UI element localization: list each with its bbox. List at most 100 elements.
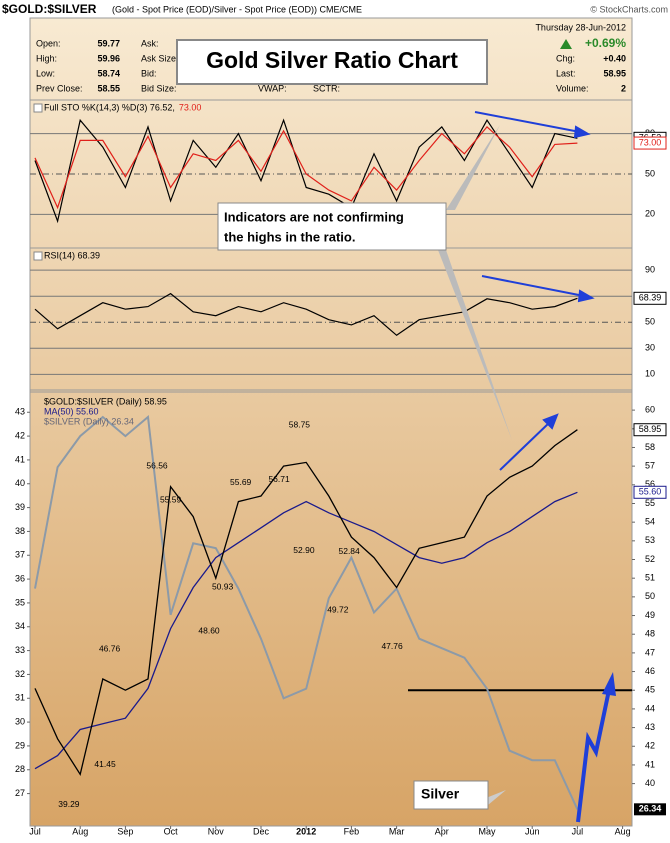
quote-label: Ask: [141, 38, 159, 48]
y-tick-label: 50 [645, 317, 655, 327]
y2-tick-label: 41 [645, 759, 655, 769]
y-tick-label: 34 [15, 621, 25, 631]
last-value-box [633, 291, 667, 305]
y-tick-label: 20 [645, 209, 655, 219]
series-line [34, 429, 578, 776]
series-line [34, 491, 578, 770]
series-line [34, 415, 579, 810]
callout-pointer [446, 125, 500, 210]
callout-text: Indicators are not confirming [224, 209, 404, 224]
last-value-label: 68.39 [639, 293, 662, 303]
y-tick-label: 42 [15, 430, 25, 440]
x-tick-label: Apr [435, 826, 449, 836]
legend-entry: Full STO %K(14,3) %D(3) 76.52, [44, 102, 175, 112]
y2-tick-label: 49 [645, 610, 655, 620]
y2-tick-label: 56 [645, 479, 655, 489]
arrow-head [602, 672, 616, 696]
y2-tick-label: 58 [645, 442, 655, 452]
x-tick-label: May [478, 826, 496, 836]
legend-entry: $SILVER (Daily) 26.34 [44, 416, 134, 426]
silver-label-box [413, 780, 489, 810]
y-tick-label: 32 [15, 669, 25, 679]
title-box [176, 39, 488, 85]
quote-label: Prev Close: [36, 83, 83, 93]
callout-box [217, 202, 447, 251]
last-value-box [634, 803, 666, 816]
quote-value: 58.95 [603, 68, 626, 78]
price-annotation: 56.56 [146, 461, 168, 471]
y2-tick-label: 53 [645, 535, 655, 545]
silver-label: Silver [421, 786, 460, 802]
panels: 205080Full STO %K(14,3) %D(3) 76.52,76.5… [15, 99, 667, 836]
legend-swatch [33, 103, 43, 113]
price-annotation: 47.76 [381, 641, 403, 651]
arrow-head [577, 289, 595, 303]
arrow [474, 111, 581, 133]
price-annotation: 58.75 [289, 420, 311, 430]
y-tick-label: 27 [15, 788, 25, 798]
x-tick-label: Nov [208, 826, 225, 836]
x-tick-label: Oct [164, 826, 179, 836]
price-annotation: 55.59 [160, 495, 182, 505]
x-tick-label: Jun [525, 826, 540, 836]
legend-entry: $GOLD:$SILVER (Daily) 58.95 [44, 396, 167, 406]
price-annotation: 52.84 [338, 546, 360, 556]
price-annotation: 41.45 [94, 759, 116, 769]
price-annotation: 46.76 [99, 644, 121, 654]
quote-label: Chg: [556, 53, 575, 63]
last-value-label: 58.95 [639, 424, 662, 434]
last-value-label: 55.60 [639, 487, 662, 497]
quote-value: 59.96 [97, 53, 120, 63]
quote-label: Last: [556, 68, 576, 78]
y-tick-label: 38 [15, 526, 25, 536]
x-tick-label: Dec [253, 826, 270, 836]
chart-title: Gold Silver Ratio Chart [206, 47, 458, 73]
last-value-box [633, 136, 667, 150]
price-annotation: 49.72 [327, 604, 349, 614]
last-value-label: 73.00 [639, 137, 662, 147]
y2-tick-label: 50 [645, 591, 655, 601]
arrow [481, 275, 585, 297]
y-tick-label: 36 [15, 573, 25, 583]
y-tick-label: 39 [15, 502, 25, 512]
quote-label: High: [36, 53, 57, 63]
y-tick-label: 30 [645, 343, 655, 353]
x-tick-label: 2012 [296, 826, 316, 836]
y2-tick-label: 40 [645, 778, 655, 788]
y-tick-label: 37 [15, 550, 25, 560]
last-value-label: 26.34 [639, 804, 662, 814]
y-tick-label: 43 [15, 407, 25, 417]
y-tick-label: 35 [15, 597, 25, 607]
y-tick-label: 30 [15, 716, 25, 726]
quote-date: Thursday 28-Jun-2012 [535, 22, 626, 32]
y2-tick-label: 47 [645, 647, 655, 657]
y-tick-label: 33 [15, 645, 25, 655]
plot-background [29, 17, 633, 827]
quote-value: 59.77 [97, 38, 120, 48]
up-icon [560, 39, 572, 49]
arrow [576, 689, 611, 823]
legend-entry: RSI(14) 68.39 [44, 250, 100, 260]
x-tick-label: Jul [572, 826, 584, 836]
last-value-box [633, 485, 667, 499]
y2-tick-label: 54 [645, 517, 655, 527]
price-annotation: 52.90 [293, 545, 315, 555]
quote-change-pct: +0.69% [585, 36, 626, 50]
quote-label: VWAP: [258, 83, 287, 93]
quote-value: +0.40 [603, 53, 626, 63]
quote-box: Open: 59.77 High: 59.96 Low: 58.74 Prev Close:… [36, 22, 626, 93]
x-tick-label: Sep [117, 826, 133, 836]
panel-frame [29, 391, 633, 827]
arrow [499, 421, 551, 471]
y-tick-label: 41 [15, 454, 25, 464]
y-tick-label: 10 [645, 369, 655, 379]
y2-tick-label: 55 [645, 498, 655, 508]
x-tick-label: Jul [29, 826, 41, 836]
series-line [34, 118, 578, 224]
price-annotation: 50.93 [212, 582, 234, 592]
quote-value: 58.74 [97, 68, 120, 78]
series-line [34, 126, 578, 210]
legend-swatch [33, 251, 43, 261]
legend-entry: MA(50) 55.60 [44, 406, 99, 416]
